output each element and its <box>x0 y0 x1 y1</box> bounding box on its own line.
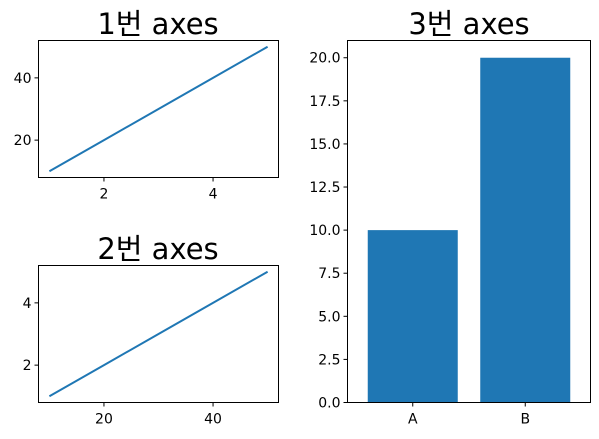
x-tick-label: 40 <box>204 412 222 428</box>
axes-2-series-line <box>48 270 269 398</box>
y-tick-label: 10.0 <box>309 223 340 239</box>
y-tick-label: 12.5 <box>309 180 340 196</box>
axes-3: 3번 axes A B 0.0 2.5 5.0 7.5 10.0 12.5 15.0 17.5 20… <box>309 7 591 428</box>
y-tick-label: 17.5 <box>309 94 340 110</box>
axes-1-frame <box>38 40 279 178</box>
y-tick-label: 5.0 <box>318 309 340 325</box>
axes-3-title: 3번 axes <box>408 7 529 41</box>
axes-1-series-line <box>48 45 269 173</box>
axes-2-title: 2번 axes <box>97 232 218 266</box>
axes-2: 2번 axes 20 40 2 4 <box>23 232 279 428</box>
axes-1-plot: 2 4 20 40 <box>14 45 269 203</box>
axes-3-plot: A B 0.0 2.5 5.0 7.5 10.0 12.5 15.0 17.5 20.0 <box>309 51 571 428</box>
y-tick-label: 2.5 <box>318 352 340 368</box>
y-tick-label: 15.0 <box>309 137 340 153</box>
y-tick-label: 40 <box>14 71 32 87</box>
x-tick-label: 4 <box>209 187 218 203</box>
y-tick-label: 20.0 <box>309 51 340 67</box>
x-tick-label: 2 <box>99 187 108 203</box>
bar-B <box>480 57 571 403</box>
axes-1-title: 1번 axes <box>97 7 218 41</box>
axes-3-frame <box>347 40 591 403</box>
y-tick-label: 4 <box>23 296 32 312</box>
axes-2-frame <box>38 265 279 403</box>
y-tick-label: 0.0 <box>318 396 340 412</box>
x-tick-label: A <box>408 412 418 428</box>
x-tick-label: B <box>520 412 530 428</box>
y-tick-label: 20 <box>14 133 32 149</box>
axes-2-plot: 20 40 2 4 <box>23 270 269 428</box>
x-tick-label: 20 <box>95 412 113 428</box>
axes-1: 1번 axes 2 4 20 40 <box>14 7 279 203</box>
bar-A <box>367 230 458 403</box>
y-tick-label: 7.5 <box>318 266 340 282</box>
y-tick-label: 2 <box>23 358 32 374</box>
